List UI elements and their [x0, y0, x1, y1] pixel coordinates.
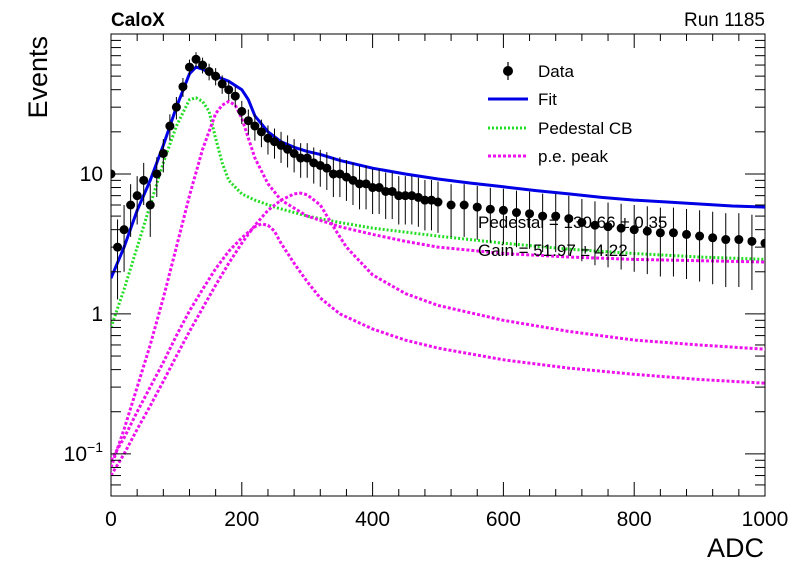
data-point: [394, 191, 404, 201]
y-tick-label: 10: [80, 163, 103, 186]
data-point: [158, 149, 168, 159]
data-point: [538, 211, 548, 221]
data-point: [433, 197, 443, 207]
data-point: [564, 214, 574, 224]
experiment-label: CaloX: [111, 10, 165, 31]
data-point: [420, 195, 430, 205]
data-point: [171, 102, 181, 112]
data-point: [472, 202, 482, 212]
data-point: [368, 183, 378, 193]
data-point: [132, 191, 142, 201]
y-tick-label: 10−1: [64, 439, 104, 466]
x-tick-label: 400: [355, 508, 390, 531]
data-point: [446, 200, 456, 210]
data-point: [152, 169, 162, 179]
data-point: [577, 217, 587, 227]
data-point: [145, 200, 155, 210]
x-axis-title: ADC: [707, 533, 764, 563]
data-point: [355, 179, 365, 189]
data-point: [590, 220, 600, 230]
data-point: [237, 106, 247, 116]
axis-ticks: 0 200 400 600 800 1000 10 1 10−1: [64, 34, 789, 531]
data-point: [655, 228, 665, 238]
legend-entry-data: Data: [503, 62, 574, 81]
data-point: [668, 228, 678, 238]
data-point: [511, 208, 521, 218]
data-point: [230, 91, 240, 101]
y-axis-title: Events: [23, 36, 53, 119]
y-tick-label: 1: [91, 303, 103, 326]
x-tick-label: 600: [486, 508, 521, 531]
data-point: [139, 175, 149, 185]
legend-label-fit: Fit: [538, 90, 557, 109]
data-point: [760, 238, 765, 248]
data-point: [616, 223, 626, 233]
data-point: [721, 235, 731, 245]
data-point: [734, 235, 744, 245]
data-point: [211, 71, 221, 81]
data-point: [198, 60, 208, 70]
data-point: [629, 225, 639, 235]
x-tick-label: 200: [224, 508, 259, 531]
run-label: Run 1185: [684, 10, 765, 31]
legend-entry-fit: Fit: [488, 90, 557, 109]
data-point: [747, 236, 757, 246]
data-point: [328, 169, 338, 179]
legend-entry-pe-peak: p.e. peak: [488, 147, 608, 166]
legend-marker-data: [503, 66, 513, 76]
data-point: [682, 229, 692, 239]
data-point: [250, 121, 260, 131]
data-point: [165, 121, 175, 131]
data-point: [217, 79, 227, 89]
x-tick-label: 1000: [742, 508, 789, 531]
data-point: [551, 211, 561, 221]
data-point: [224, 85, 234, 95]
series-layer: [111, 52, 765, 477]
data-point: [642, 226, 652, 236]
data-point: [302, 153, 312, 163]
data-point: [374, 183, 384, 193]
data-point: [256, 127, 266, 137]
data-point: [381, 186, 391, 196]
data-point: [119, 225, 129, 235]
data-point: [126, 200, 136, 210]
data-point: [603, 222, 613, 232]
legend-label-pedestal: Pedestal CB: [538, 119, 633, 138]
pe-peak-curve: [111, 191, 765, 477]
data-point: [276, 140, 286, 150]
data-point: [485, 204, 495, 214]
data-point: [695, 231, 705, 241]
data-point: [708, 233, 718, 243]
data-point: [400, 191, 410, 201]
legend-entry-pedestal: Pedestal CB: [488, 119, 633, 138]
pe-peak-curve: [111, 99, 765, 468]
data-point: [322, 163, 332, 173]
data-point: [191, 54, 201, 64]
legend-label-pe-peak: p.e. peak: [538, 147, 608, 166]
data-point: [525, 209, 535, 219]
plot-frame: [110, 33, 766, 497]
data-point: [387, 186, 397, 196]
data-point: [178, 82, 188, 92]
data-point: [283, 144, 293, 154]
data-point: [459, 200, 469, 210]
gain-annotation: Gain = 51.97 ± 4.22: [478, 241, 628, 260]
pe-peak-curve: [111, 222, 765, 462]
data-point: [270, 137, 279, 147]
data-point: [498, 205, 508, 215]
data-point: [296, 153, 306, 163]
data-point: [204, 66, 214, 76]
pedestal-annotation: Pedestal = 130.66 ± 0.35: [478, 213, 667, 232]
legend-label-data: Data: [538, 62, 574, 81]
data-point: [184, 62, 194, 72]
legend: Data Fit Pedestal CB p.e. peak: [488, 62, 633, 166]
x-tick-label: 0: [105, 508, 117, 531]
x-tick-label: 800: [617, 508, 652, 531]
data-point: [361, 179, 371, 189]
data-point: [243, 116, 253, 126]
data-point: [289, 149, 299, 159]
